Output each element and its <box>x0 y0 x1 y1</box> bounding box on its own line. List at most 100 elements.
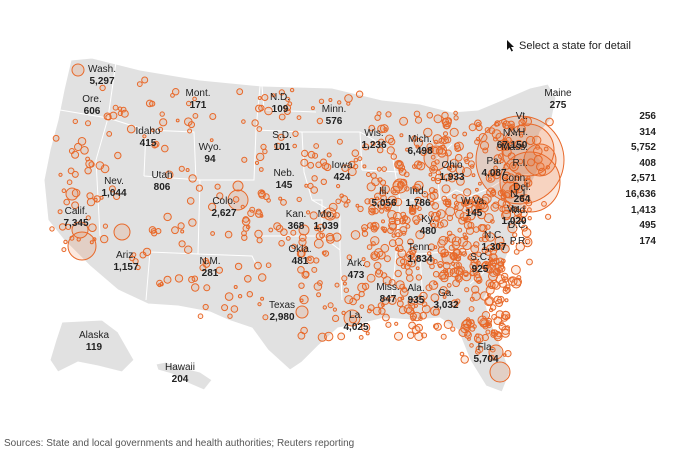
case-marker[interactable] <box>415 323 423 332</box>
case-marker[interactable] <box>284 104 292 112</box>
case-marker[interactable] <box>394 331 403 341</box>
case-marker[interactable] <box>251 119 259 127</box>
case-marker[interactable] <box>502 120 511 130</box>
case-marker[interactable] <box>415 274 423 281</box>
case-marker[interactable] <box>524 238 531 245</box>
case-marker[interactable] <box>376 111 382 117</box>
case-marker[interactable] <box>488 257 494 263</box>
case-marker[interactable] <box>511 278 522 289</box>
case-marker[interactable] <box>519 194 525 199</box>
case-marker[interactable] <box>475 345 484 354</box>
case-marker[interactable] <box>80 146 89 155</box>
case-marker[interactable] <box>398 306 407 315</box>
case-marker[interactable] <box>455 267 464 276</box>
case-marker[interactable] <box>377 138 385 146</box>
case-marker[interactable] <box>247 209 255 218</box>
case-marker[interactable] <box>517 158 524 165</box>
case-marker[interactable] <box>367 222 374 229</box>
case-marker[interactable] <box>300 158 309 167</box>
case-marker[interactable] <box>439 286 448 295</box>
case-marker[interactable] <box>65 223 72 230</box>
case-marker[interactable] <box>185 168 190 172</box>
case-marker[interactable] <box>58 172 63 177</box>
case-marker[interactable] <box>113 192 121 200</box>
case-marker[interactable] <box>254 229 263 239</box>
case-marker[interactable] <box>265 262 272 269</box>
case-marker[interactable] <box>357 282 367 293</box>
case-marker[interactable] <box>383 229 387 234</box>
case-marker[interactable] <box>258 104 265 112</box>
case-marker[interactable] <box>174 274 184 283</box>
case-marker[interactable] <box>512 161 518 167</box>
case-marker[interactable] <box>361 322 371 333</box>
case-marker[interactable] <box>442 198 450 206</box>
case-marker[interactable] <box>427 243 436 251</box>
case-marker[interactable] <box>394 321 399 326</box>
case-marker[interactable] <box>481 311 491 320</box>
case-marker[interactable] <box>241 119 246 124</box>
case-marker[interactable] <box>465 207 470 213</box>
case-marker[interactable] <box>244 275 252 283</box>
case-marker[interactable] <box>274 142 282 150</box>
case-marker[interactable] <box>430 154 436 160</box>
case-marker[interactable] <box>232 180 244 192</box>
case-marker[interactable] <box>215 266 223 274</box>
case-marker[interactable] <box>142 134 147 139</box>
case-marker[interactable] <box>260 143 267 150</box>
case-marker[interactable] <box>139 251 147 259</box>
case-marker[interactable] <box>455 165 465 175</box>
case-marker[interactable] <box>491 189 496 194</box>
case-marker[interactable] <box>271 93 276 98</box>
case-marker[interactable] <box>108 185 116 193</box>
case-marker[interactable] <box>413 186 419 193</box>
case-marker[interactable] <box>296 196 302 203</box>
case-marker[interactable] <box>456 262 462 268</box>
case-marker[interactable] <box>448 174 457 183</box>
case-marker[interactable] <box>385 206 391 212</box>
case-marker[interactable] <box>136 81 143 87</box>
case-marker[interactable] <box>500 272 509 281</box>
case-marker[interactable] <box>150 228 157 234</box>
case-marker[interactable] <box>234 262 243 271</box>
case-marker[interactable] <box>430 293 440 303</box>
case-marker[interactable] <box>320 178 327 186</box>
case-marker[interactable] <box>454 153 463 162</box>
case-marker[interactable] <box>428 172 433 177</box>
case-marker[interactable] <box>399 287 409 297</box>
case-marker[interactable] <box>388 296 397 305</box>
case-marker[interactable] <box>485 261 490 266</box>
case-marker[interactable] <box>519 133 524 138</box>
case-marker[interactable] <box>262 314 269 321</box>
case-marker[interactable] <box>307 182 314 189</box>
case-marker[interactable] <box>380 243 390 253</box>
case-marker[interactable] <box>285 96 291 102</box>
case-marker[interactable] <box>475 333 480 338</box>
case-marker[interactable] <box>257 96 262 100</box>
case-marker[interactable] <box>149 100 156 107</box>
case-marker[interactable] <box>437 261 444 268</box>
case-marker[interactable] <box>368 197 376 206</box>
case-marker[interactable] <box>202 260 211 268</box>
case-marker[interactable] <box>295 305 309 319</box>
case-marker[interactable] <box>321 162 330 170</box>
case-marker[interactable] <box>475 124 483 132</box>
case-marker[interactable] <box>351 149 360 157</box>
case-marker[interactable] <box>327 302 334 309</box>
case-marker[interactable] <box>491 129 502 140</box>
case-marker[interactable] <box>203 284 211 292</box>
case-marker[interactable] <box>298 224 310 236</box>
case-marker[interactable] <box>86 192 94 200</box>
case-marker[interactable] <box>337 100 342 105</box>
case-marker[interactable] <box>390 153 397 160</box>
case-marker[interactable] <box>500 314 509 322</box>
case-marker[interactable] <box>370 208 376 214</box>
case-marker[interactable] <box>500 244 510 254</box>
case-marker[interactable] <box>232 196 240 203</box>
case-marker[interactable] <box>469 164 475 169</box>
case-marker[interactable] <box>208 202 217 211</box>
case-marker[interactable] <box>407 298 416 306</box>
case-marker[interactable] <box>334 282 340 288</box>
case-marker[interactable] <box>453 110 458 116</box>
case-marker[interactable] <box>88 223 97 232</box>
